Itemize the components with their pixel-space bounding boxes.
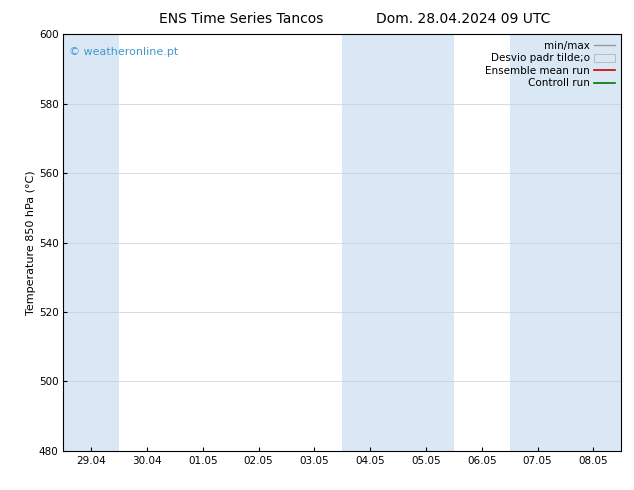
Text: Dom. 28.04.2024 09 UTC: Dom. 28.04.2024 09 UTC bbox=[375, 12, 550, 26]
Bar bbox=[63, 34, 119, 451]
Text: ENS Time Series Tancos: ENS Time Series Tancos bbox=[158, 12, 323, 26]
Y-axis label: Temperature 850 hPa (°C): Temperature 850 hPa (°C) bbox=[26, 170, 36, 315]
Text: © weatheronline.pt: © weatheronline.pt bbox=[69, 47, 178, 57]
Bar bbox=[510, 34, 621, 451]
Legend: min/max, Desvio padr tilde;o, Ensemble mean run, Controll run: min/max, Desvio padr tilde;o, Ensemble m… bbox=[481, 36, 619, 93]
Bar bbox=[342, 34, 454, 451]
